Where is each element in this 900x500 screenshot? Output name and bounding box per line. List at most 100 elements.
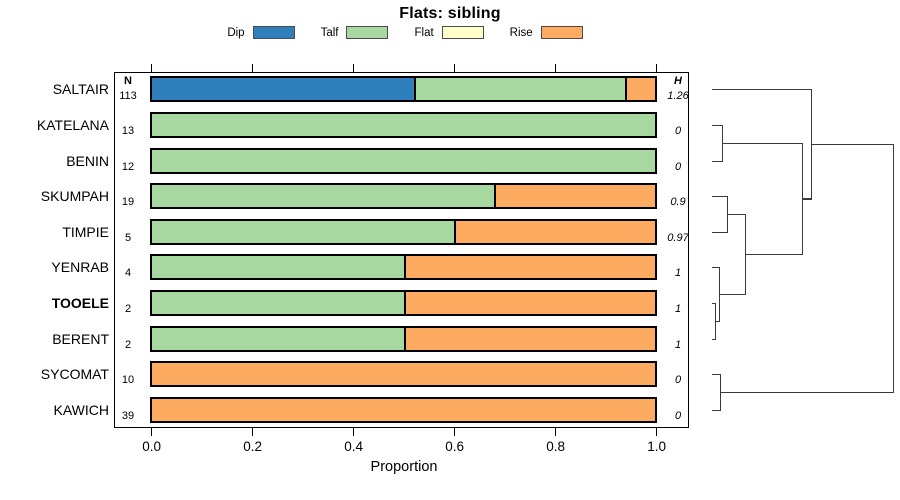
x-tick-label: 0.0 <box>142 438 162 454</box>
x-tick-top <box>252 63 254 72</box>
dendrogram-line <box>711 267 721 269</box>
h-value: 0.9 <box>670 196 686 209</box>
x-tick-bottom <box>252 427 254 436</box>
dendrogram-line <box>721 142 803 144</box>
bar-sycomat <box>150 361 657 388</box>
n-value: 13 <box>121 124 135 137</box>
legend-swatch <box>441 26 484 39</box>
x-tick-bottom <box>151 427 153 436</box>
n-value: 19 <box>121 196 135 209</box>
legend-label: Dip <box>227 26 245 39</box>
legend-label: Talf <box>320 26 339 39</box>
row-label-skumpah: SKUMPAH <box>40 188 109 205</box>
bar-segment-dip <box>152 78 414 101</box>
legend-item-talf: Talf <box>321 26 389 39</box>
x-tick-label: 0.2 <box>243 438 263 454</box>
bar-segment-talf <box>152 256 404 279</box>
x-tick-bottom <box>353 427 355 436</box>
x-tick-bottom <box>555 427 557 436</box>
bar-timpie <box>150 218 657 245</box>
n-value: 2 <box>124 338 132 351</box>
legend-swatch <box>252 26 295 39</box>
legend-item-flat: Flat <box>414 26 484 39</box>
row-label-yenrab: YENRAB <box>51 259 109 276</box>
x-tick-top <box>555 63 557 72</box>
x-tick-bottom <box>656 427 658 436</box>
legend-swatch <box>346 26 389 39</box>
bar-segment-rise <box>403 327 655 350</box>
legend-label: Flat <box>414 26 434 39</box>
h-value: 1 <box>674 267 682 280</box>
h-value: 0 <box>674 160 682 173</box>
row-label-saltair: SALTAIR <box>52 81 109 98</box>
legend-swatch <box>540 26 583 39</box>
n-value: 4 <box>124 267 132 280</box>
bar-segment-rise <box>624 78 655 101</box>
bar-kawich <box>150 396 657 423</box>
x-tick-top <box>353 63 355 72</box>
bar-segment-talf <box>152 327 404 350</box>
x-tick-label: 1.0 <box>647 438 667 454</box>
bar-segment-rise <box>453 220 655 243</box>
dendrogram-line <box>711 302 716 305</box>
dendrogram-line <box>711 196 728 198</box>
bar-yenrab <box>150 254 657 281</box>
bar-benin <box>150 147 657 174</box>
bar-saltair <box>150 76 657 103</box>
h-column-header: H <box>674 75 682 88</box>
legend-item-dip: Dip <box>227 26 295 39</box>
row-label-benin: BENIN <box>66 152 109 169</box>
row-label-kawich: KAWICH <box>53 401 109 418</box>
bar-segment-talf <box>152 291 404 314</box>
bar-segment-rise <box>494 185 655 208</box>
legend-item-rise: Rise <box>510 26 583 39</box>
dendrogram-line <box>711 89 812 91</box>
h-value: 0 <box>674 409 682 422</box>
dendrogram-line <box>711 124 723 127</box>
x-tick-label: 0.8 <box>546 438 566 454</box>
h-value: 1.26 <box>667 90 689 103</box>
n-column-header: N <box>124 75 132 88</box>
dendrogram-line <box>745 253 803 256</box>
h-value: 1 <box>674 302 682 315</box>
dendrogram-line <box>715 320 721 322</box>
dendrogram-line <box>711 374 721 376</box>
dendrogram-line <box>711 409 721 411</box>
n-value: 12 <box>121 160 135 173</box>
n-value: 5 <box>124 231 132 244</box>
bar-skumpah <box>150 183 657 210</box>
dendrogram-line <box>802 198 812 200</box>
dendrogram-line <box>720 391 895 394</box>
x-tick-label: 0.6 <box>445 438 465 454</box>
dendrogram-line <box>719 294 746 296</box>
row-label-timpie: TIMPIE <box>62 223 109 240</box>
bar-segment-rise <box>152 398 655 421</box>
bar-segment-rise <box>152 363 655 386</box>
h-value: 1 <box>674 338 682 351</box>
x-tick-bottom <box>454 427 456 436</box>
dendrogram-line <box>711 160 723 162</box>
n-value: 2 <box>124 302 132 315</box>
x-tick-top <box>454 63 456 72</box>
n-value: 39 <box>121 409 135 422</box>
h-value: 0.97 <box>667 231 689 244</box>
row-label-tooele: TOOELE <box>51 294 109 311</box>
n-value: 113 <box>119 90 137 103</box>
x-axis-label: Proportion <box>370 459 438 475</box>
bar-berent <box>150 325 657 352</box>
row-label-katelana: KATELANA <box>36 116 109 133</box>
x-tick-top <box>656 63 658 72</box>
chart-title: Flats: sibling <box>399 5 501 22</box>
n-value: 10 <box>121 374 135 387</box>
bar-segment-rise <box>403 291 655 314</box>
bar-tooele <box>150 289 657 316</box>
h-value: 0 <box>674 374 682 387</box>
bar-segment-talf <box>413 78 625 101</box>
h-value: 0 <box>674 124 682 137</box>
bar-segment-talf <box>152 220 454 243</box>
bar-segment-talf <box>152 185 495 208</box>
dendrogram-line <box>811 143 895 145</box>
legend-label: Rise <box>509 26 533 39</box>
row-label-sycomat: SYCOMAT <box>40 366 109 383</box>
